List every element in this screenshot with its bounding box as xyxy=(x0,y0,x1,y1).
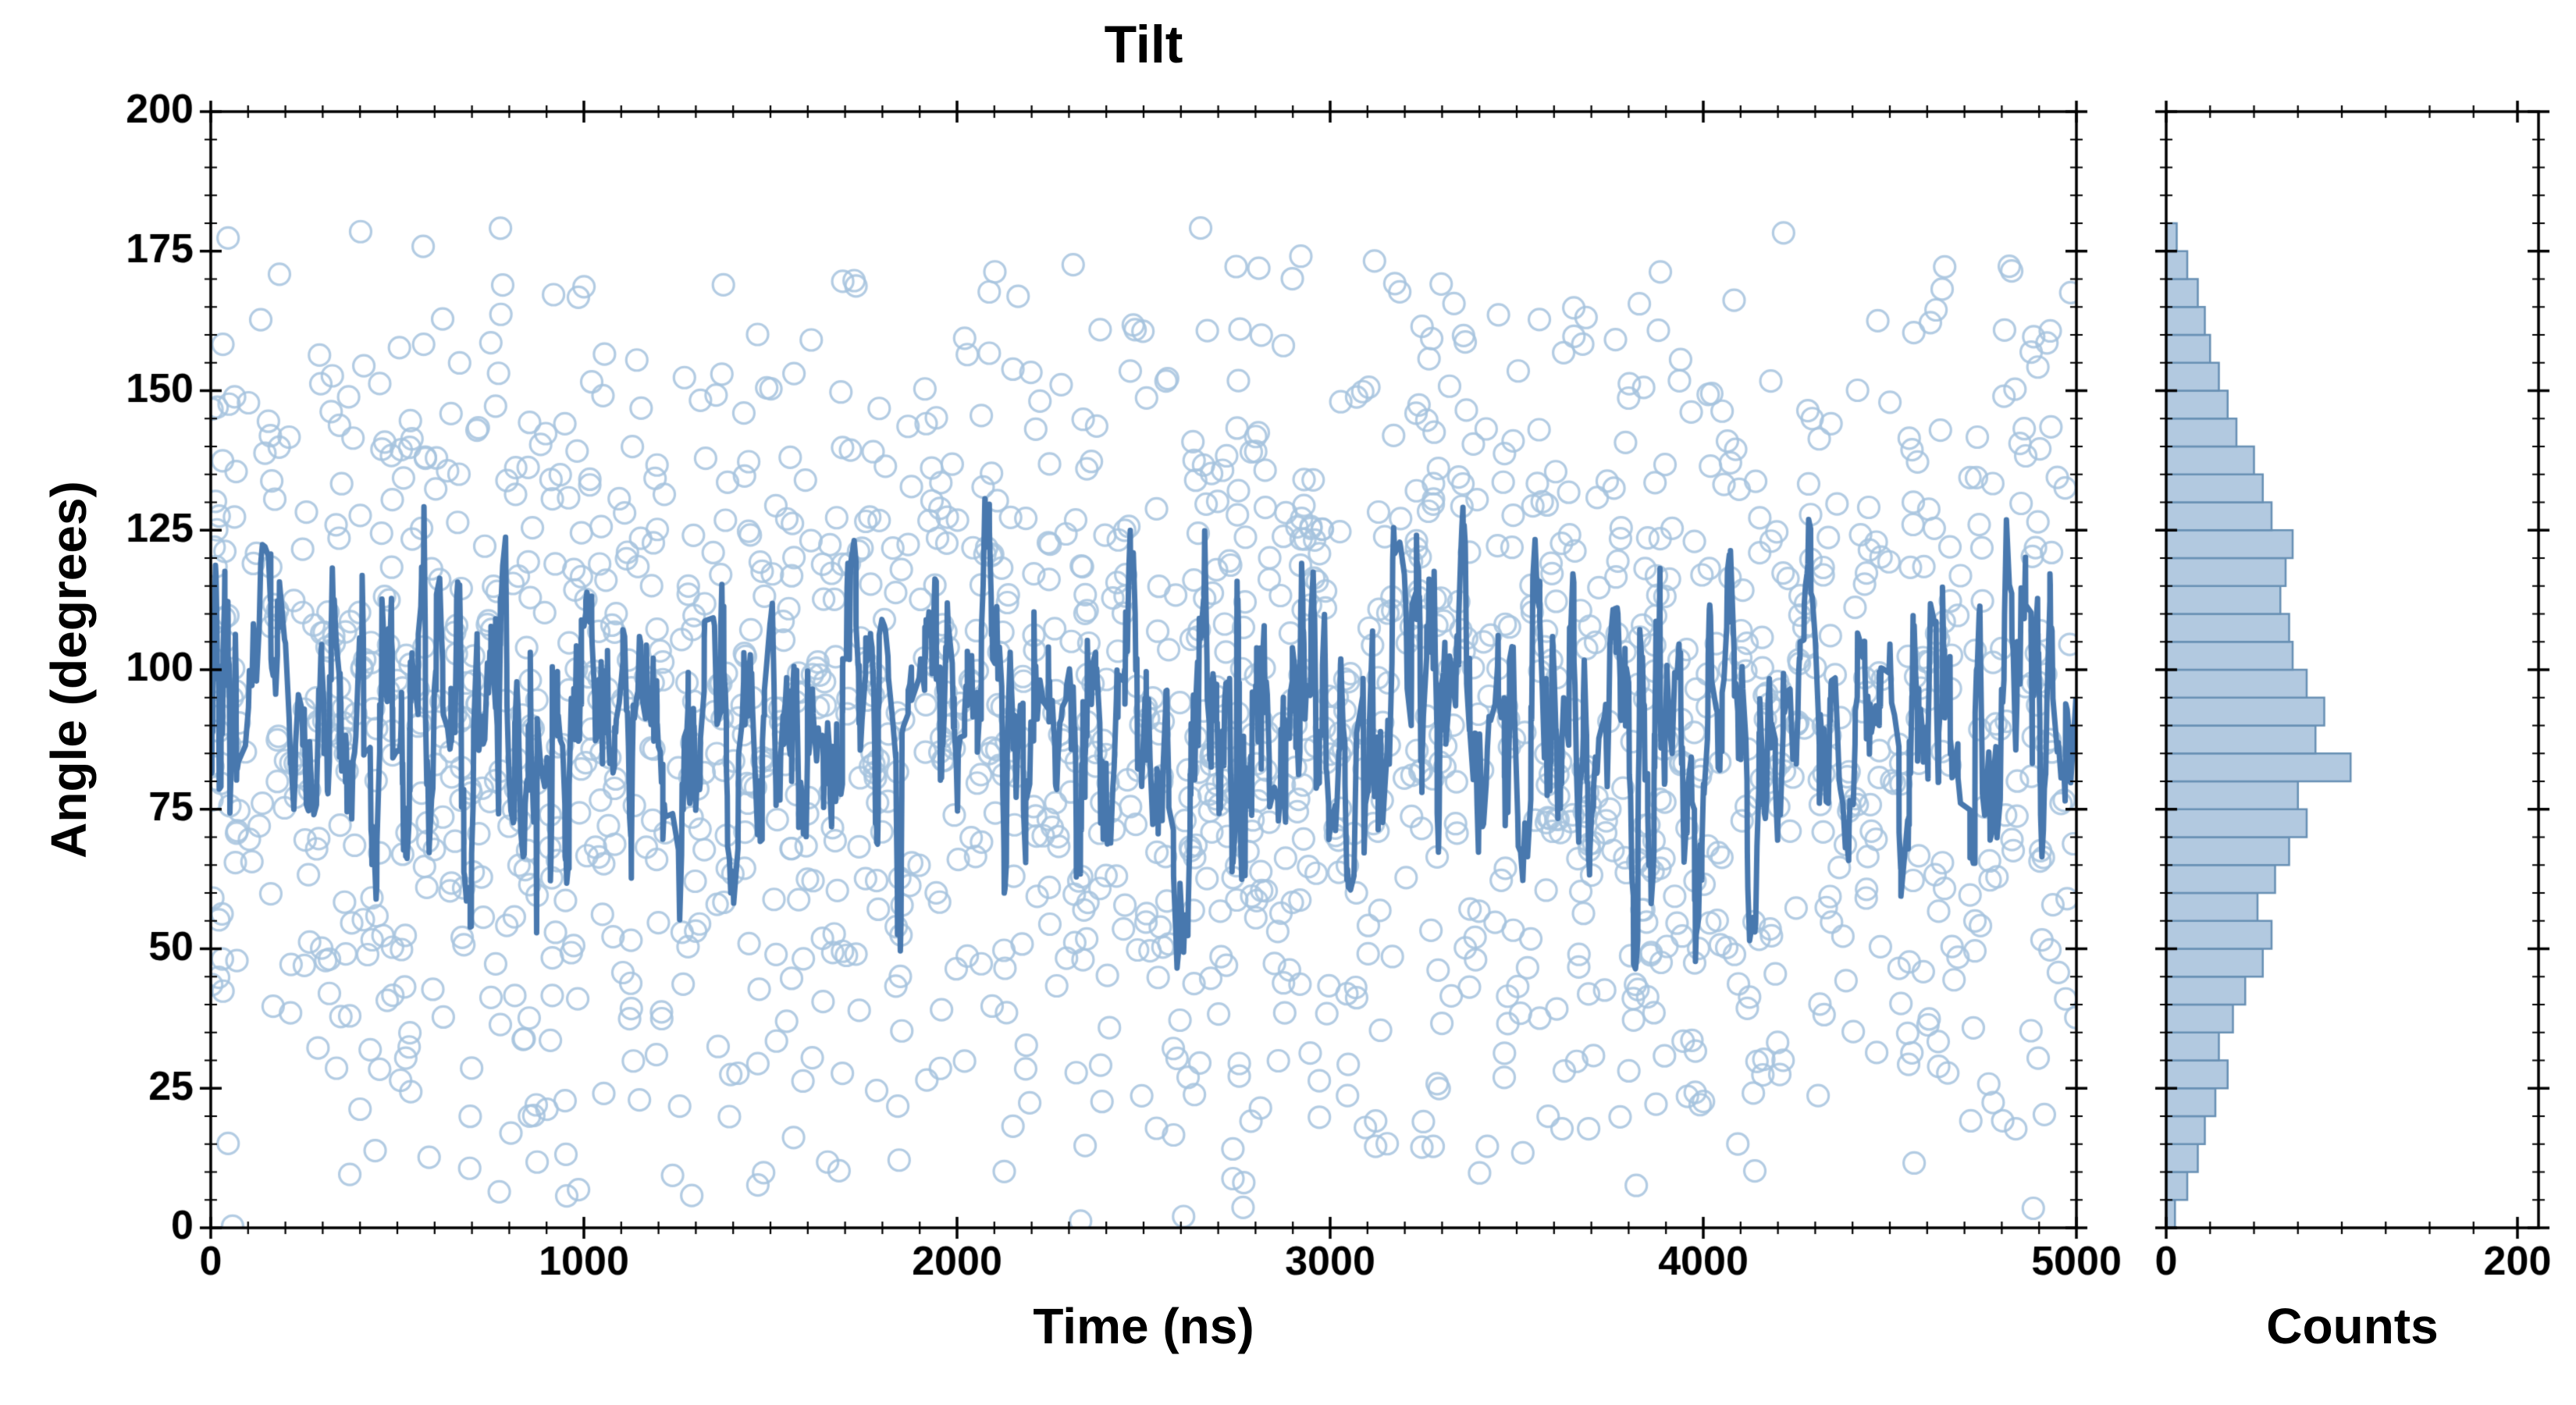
chart-title: Tilt xyxy=(1104,15,1183,74)
x-axis-label: Time (ns) xyxy=(1033,1298,1254,1354)
hist-x-axis-label: Counts xyxy=(2266,1298,2439,1354)
y-axis-label: Angle (degrees) xyxy=(41,481,97,859)
